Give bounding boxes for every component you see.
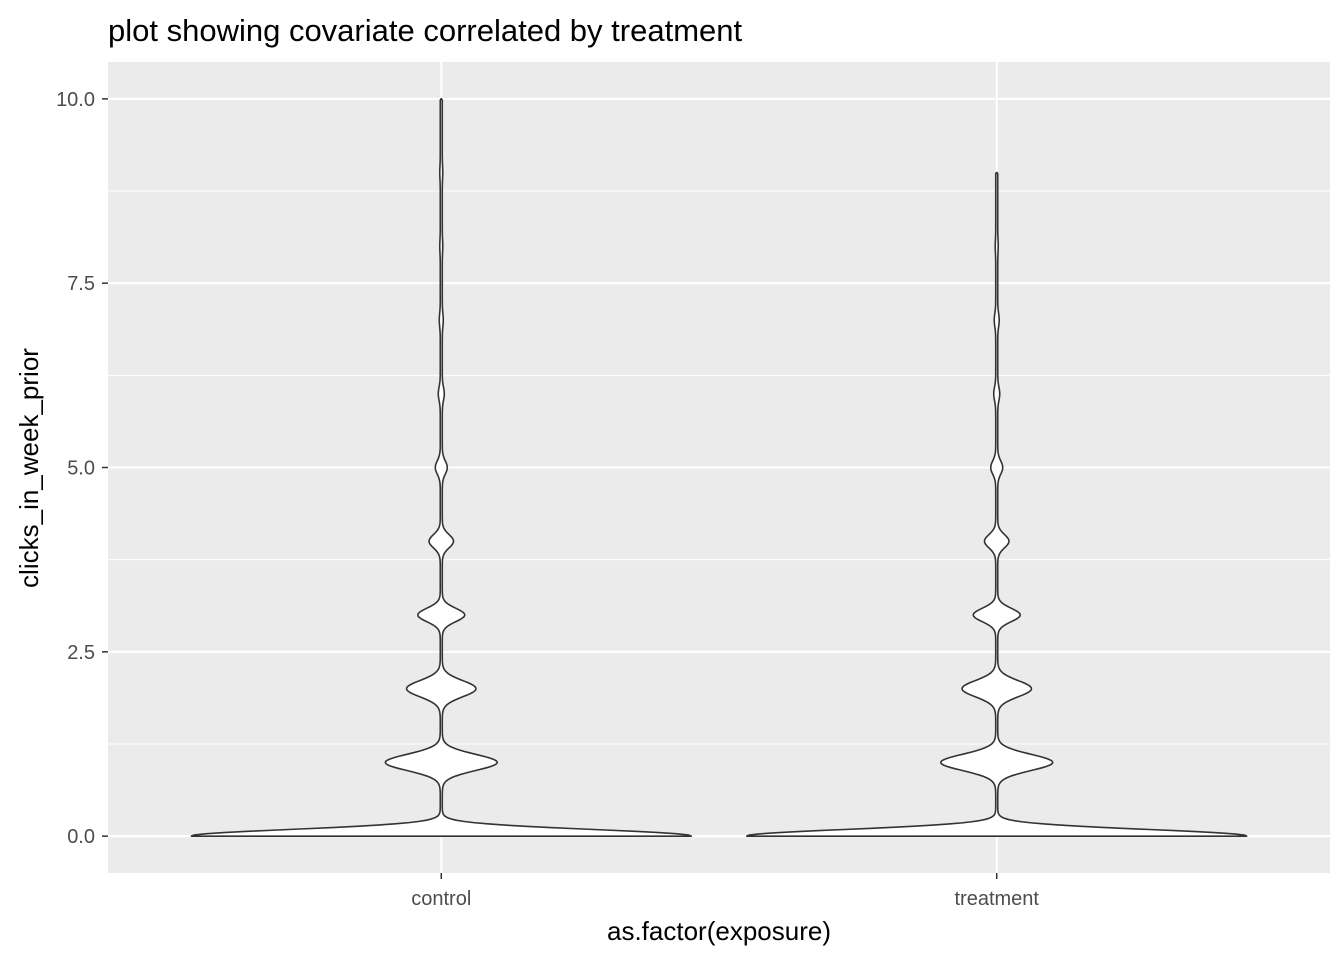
y-tick-label: 2.5 xyxy=(67,642,95,664)
y-axis: 0.0 2.5 5.0 7.5 10.0 xyxy=(56,89,108,848)
x-axis: control treatment xyxy=(411,873,1039,910)
y-tick-label: 0.0 xyxy=(67,826,95,848)
violin-treatment xyxy=(745,171,1248,837)
y-axis-label: clicks_in_week_prior xyxy=(14,348,44,588)
chart-title: plot showing covariate correlated by tre… xyxy=(108,13,742,48)
x-axis-label: as.factor(exposure) xyxy=(607,916,831,946)
violin-control xyxy=(190,98,693,837)
y-tick-label: 7.5 xyxy=(67,273,95,295)
x-tick-label: control xyxy=(411,888,471,910)
minor-gridlines xyxy=(108,190,1330,745)
x-tick-label: treatment xyxy=(954,888,1039,910)
violins xyxy=(190,98,1248,837)
y-tick-label: 5.0 xyxy=(67,458,95,480)
y-tick-label: 10.0 xyxy=(56,89,95,111)
